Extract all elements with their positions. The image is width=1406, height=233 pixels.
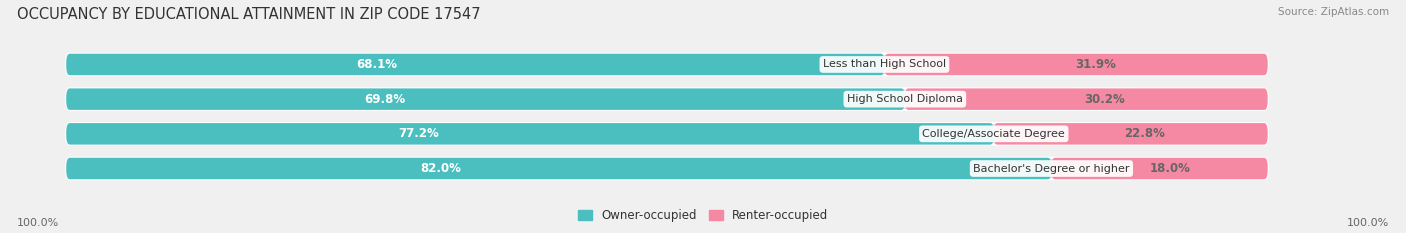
Text: Bachelor's Degree or higher: Bachelor's Degree or higher xyxy=(973,164,1129,174)
FancyBboxPatch shape xyxy=(1052,158,1268,179)
FancyBboxPatch shape xyxy=(66,88,1268,110)
FancyBboxPatch shape xyxy=(66,158,1268,179)
Text: 30.2%: 30.2% xyxy=(1084,93,1125,106)
FancyBboxPatch shape xyxy=(884,54,1268,75)
FancyBboxPatch shape xyxy=(66,88,905,110)
Text: 82.0%: 82.0% xyxy=(420,162,461,175)
Text: 100.0%: 100.0% xyxy=(1347,218,1389,228)
FancyBboxPatch shape xyxy=(66,54,884,75)
Text: 69.8%: 69.8% xyxy=(364,93,405,106)
Text: 100.0%: 100.0% xyxy=(17,218,59,228)
FancyBboxPatch shape xyxy=(905,88,1268,110)
Text: Source: ZipAtlas.com: Source: ZipAtlas.com xyxy=(1278,7,1389,17)
FancyBboxPatch shape xyxy=(66,123,1268,145)
Text: 22.8%: 22.8% xyxy=(1123,127,1164,140)
Text: 68.1%: 68.1% xyxy=(357,58,398,71)
Text: 77.2%: 77.2% xyxy=(398,127,439,140)
Legend: Owner-occupied, Renter-occupied: Owner-occupied, Renter-occupied xyxy=(572,205,834,227)
Text: High School Diploma: High School Diploma xyxy=(846,94,963,104)
Text: Less than High School: Less than High School xyxy=(823,59,946,69)
Text: College/Associate Degree: College/Associate Degree xyxy=(922,129,1066,139)
FancyBboxPatch shape xyxy=(66,54,1268,75)
FancyBboxPatch shape xyxy=(66,123,994,145)
Text: 18.0%: 18.0% xyxy=(1150,162,1191,175)
Text: OCCUPANCY BY EDUCATIONAL ATTAINMENT IN ZIP CODE 17547: OCCUPANCY BY EDUCATIONAL ATTAINMENT IN Z… xyxy=(17,7,481,22)
Text: 31.9%: 31.9% xyxy=(1074,58,1116,71)
FancyBboxPatch shape xyxy=(994,123,1268,145)
FancyBboxPatch shape xyxy=(66,158,1052,179)
